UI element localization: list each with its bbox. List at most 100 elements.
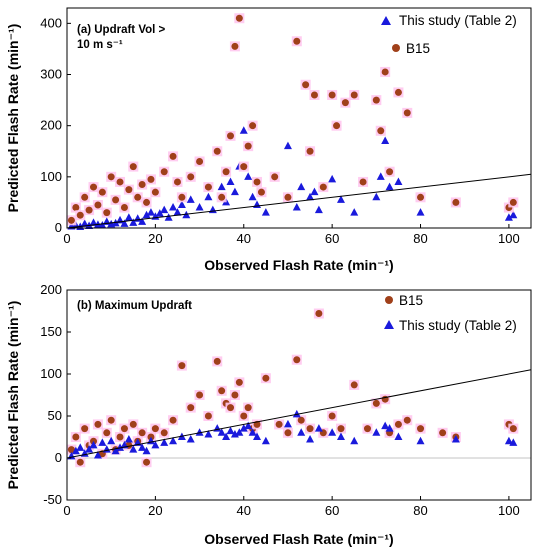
panel-a-y-tick-label: 200 <box>40 118 62 133</box>
panel-b-b15-point <box>328 412 336 420</box>
panel-a-b15-point <box>81 193 89 201</box>
panel-b-this-study-point <box>509 438 518 446</box>
panel-a-this-study-point <box>89 218 98 226</box>
panel-a-this-study-point <box>376 172 385 180</box>
panel-a-b15-point <box>377 127 385 135</box>
panel-b-this-study-point <box>222 432 231 440</box>
panel-b-this-study-point <box>129 445 138 453</box>
panel-b-x-ticks: 0 20 40 60 80 100 <box>63 496 520 518</box>
panel-a-legend-triangle-marker <box>381 16 391 25</box>
panel-a-this-study-point <box>244 172 253 180</box>
panel-a-b15-point <box>328 91 336 99</box>
panel-a-this-study-point <box>416 208 425 216</box>
panel-b-b15-point <box>213 357 221 365</box>
panel-a-b15-point <box>134 193 142 201</box>
panel-b-b15-point <box>151 425 159 433</box>
panel-a-this-study-point <box>261 208 270 216</box>
panel-a-b15-point <box>372 96 380 104</box>
panel-a-b15-point <box>452 198 460 206</box>
panel-b-b15-point <box>235 378 243 386</box>
panel-a-this-study-point <box>98 220 107 229</box>
panel-b-legend-triangle-marker <box>384 320 394 329</box>
panel-a-this-study-point <box>195 203 204 211</box>
panel-b: (b) Maximum Updraft 0 20 40 60 80 100 -500501… <box>5 282 532 547</box>
panel-a-b15-point <box>271 173 279 181</box>
panel-b-label: (b) Maximum Updraft <box>77 300 192 312</box>
panel-a-b15-point <box>103 209 111 217</box>
panel-a-b15-point <box>319 183 327 191</box>
panel-b-this-study-point <box>381 421 390 430</box>
panel-a-this-study-point <box>80 219 89 227</box>
panel-a-b15-point <box>403 109 411 117</box>
panel-b-b15-point <box>439 429 447 437</box>
panel-a-legend-circle-marker <box>392 44 400 52</box>
panel-b-b15-point <box>350 381 358 389</box>
panel-b-this-study-point <box>235 428 244 436</box>
panel-a-this-study-point <box>381 136 390 145</box>
panel-b-this-study-point <box>226 426 235 435</box>
panel-b-this-study-point <box>204 429 213 438</box>
panel-b-x-tick-label: 40 <box>237 503 251 518</box>
panel-a-this-study-point <box>230 187 239 196</box>
panel-a-this-study-point <box>283 141 292 150</box>
panel-b-x-tick-label: 80 <box>413 503 427 518</box>
panel-b-this-study-point <box>169 436 178 445</box>
panel-b-this-study-point <box>195 428 204 436</box>
panel-a-this-study-point <box>204 192 213 201</box>
panel-a-this-study-point <box>226 177 235 185</box>
panel-a-x-tick-label: 80 <box>413 231 427 246</box>
panel-b-this-study-point <box>314 424 323 432</box>
panel-a-b15-point <box>386 168 394 176</box>
panel-b-reference-line <box>66 369 532 459</box>
panel-a-b15-point <box>240 163 248 171</box>
panel-b-this-study-point <box>217 428 226 436</box>
panel-a-b15-point <box>306 147 314 155</box>
panel-a-b15-point <box>213 147 221 155</box>
panel-a-b15-point <box>112 196 120 204</box>
panel-b-b15-point <box>509 425 517 433</box>
panel-b-x-tick-label: 20 <box>148 503 162 518</box>
panel-b-b15-point <box>417 425 425 433</box>
panel-b-y-tick-label: 0 <box>55 450 62 465</box>
panel-a-b15-point <box>151 188 159 196</box>
panel-b-y-axis-label: Predicted Flash Rate (min⁻¹) <box>5 301 21 490</box>
panel-b-x-axis-label: Observed Flash Rate (min⁻¹) <box>204 531 393 547</box>
panel-a-this-study-point <box>350 208 359 216</box>
panel-a-this-study-point <box>146 208 155 216</box>
panel-a: (a) Updraft Vol > 10 m s⁻¹ 0 20 40 60 80 100 … <box>5 7 532 273</box>
panel-a-this-study-point <box>314 205 323 214</box>
panel-b-this-study-point <box>89 440 98 449</box>
panel-a-b15-point <box>125 186 133 194</box>
panel-a-b15-point <box>187 173 195 181</box>
panel-a-y-tick-label: 300 <box>40 67 62 82</box>
panel-b-b15-point <box>160 429 168 437</box>
panel-a-this-study-point <box>509 210 518 219</box>
panel-b-y-tick-label: 200 <box>40 282 62 297</box>
panel-b-this-study-point <box>372 428 381 436</box>
panel-b-b15-point <box>244 404 252 412</box>
panel-b-b15-point <box>337 425 345 433</box>
panel-a-b15-point <box>257 188 265 196</box>
panel-b-b15-point <box>262 374 270 382</box>
panel-b-this-study-point <box>350 436 359 445</box>
panel-b-b15-point <box>293 356 301 364</box>
panel-b-this-study-point <box>85 445 94 453</box>
panel-a-b15-point <box>227 132 235 140</box>
panel-a-b15-point <box>218 193 226 201</box>
panel-a-this-study-point <box>155 209 164 217</box>
panel-b-this-study-point <box>124 435 133 443</box>
panel-b-b15-point <box>403 416 411 424</box>
panel-b-b15-point <box>76 458 84 466</box>
panel-a-b15-point <box>67 216 75 224</box>
panel-a-legend-b15: B15 <box>406 41 430 56</box>
panel-b-b15-point <box>72 433 80 441</box>
panel-b-this-study-point <box>416 436 425 445</box>
panel-a-b15-point <box>333 122 341 130</box>
panel-a-x-tick-label: 20 <box>148 231 162 246</box>
panel-a-b15-point <box>76 211 84 219</box>
panel-b-b15-point <box>204 412 212 420</box>
panel-a-this-study-point <box>310 187 319 196</box>
panel-a-this-study-point <box>336 195 345 203</box>
panel-b-legend-this-study: This study (Table 2) <box>399 318 517 333</box>
